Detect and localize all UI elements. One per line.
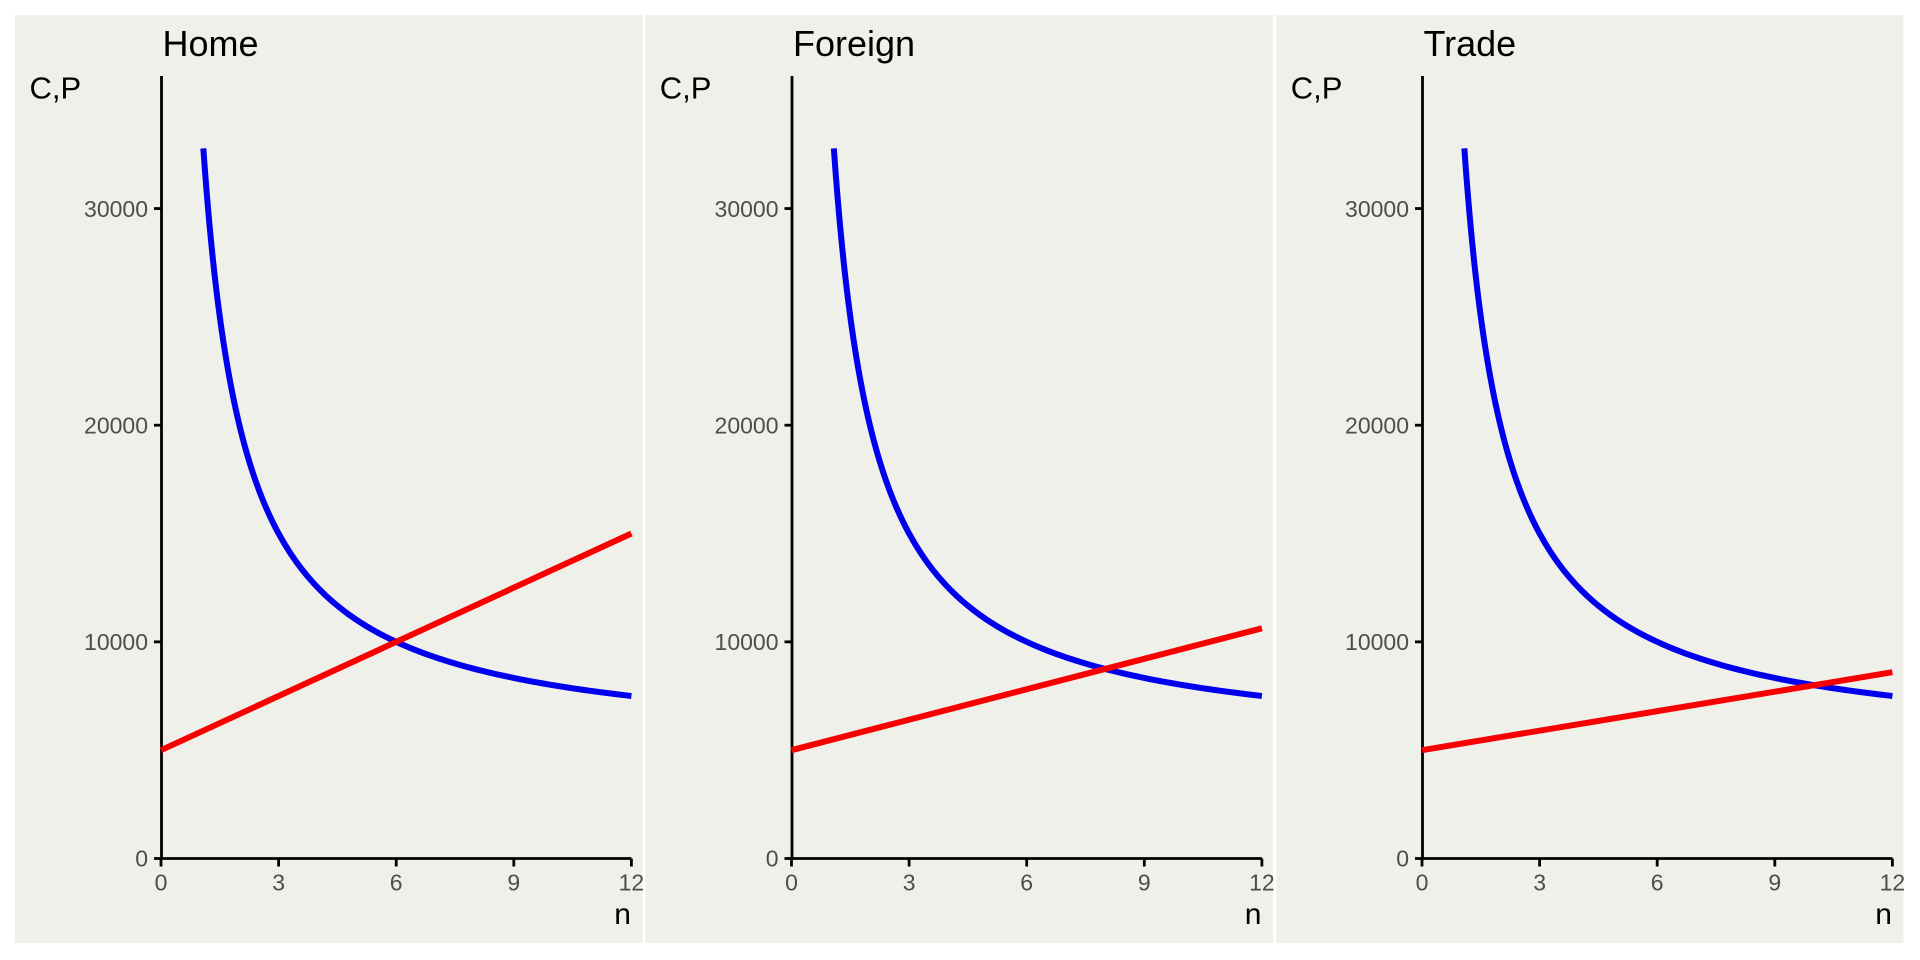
- svg-text:0: 0: [1416, 870, 1429, 896]
- svg-text:9: 9: [1138, 870, 1151, 896]
- svg-text:10000: 10000: [715, 629, 779, 655]
- svg-text:10000: 10000: [1345, 629, 1409, 655]
- svg-text:n: n: [1245, 898, 1262, 931]
- svg-text:6: 6: [1020, 870, 1033, 896]
- svg-text:9: 9: [1768, 870, 1781, 896]
- svg-text:20000: 20000: [84, 412, 148, 438]
- svg-text:6: 6: [1651, 870, 1664, 896]
- svg-text:0: 0: [785, 870, 798, 896]
- svg-text:C,P: C,P: [30, 71, 82, 106]
- svg-text:n: n: [1875, 898, 1892, 931]
- svg-text:12: 12: [1249, 870, 1275, 896]
- svg-text:12: 12: [619, 870, 645, 896]
- svg-text:0: 0: [1396, 846, 1409, 872]
- svg-text:30000: 30000: [1345, 196, 1409, 222]
- svg-text:20000: 20000: [1345, 412, 1409, 438]
- svg-text:20000: 20000: [715, 412, 779, 438]
- svg-text:C,P: C,P: [1291, 71, 1343, 106]
- svg-text:10000: 10000: [84, 629, 148, 655]
- svg-text:C,P: C,P: [660, 71, 712, 106]
- svg-text:0: 0: [135, 846, 148, 872]
- svg-text:0: 0: [766, 846, 779, 872]
- svg-text:30000: 30000: [715, 196, 779, 222]
- svg-text:Trade: Trade: [1424, 23, 1517, 64]
- svg-text:30000: 30000: [84, 196, 148, 222]
- svg-text:n: n: [614, 898, 631, 931]
- svg-text:Home: Home: [163, 23, 259, 64]
- svg-text:3: 3: [903, 870, 916, 896]
- svg-text:3: 3: [272, 870, 285, 896]
- svg-text:6: 6: [390, 870, 403, 896]
- svg-text:12: 12: [1880, 870, 1906, 896]
- svg-text:Foreign: Foreign: [793, 23, 915, 64]
- svg-text:0: 0: [155, 870, 168, 896]
- svg-text:3: 3: [1533, 870, 1546, 896]
- svg-text:9: 9: [507, 870, 520, 896]
